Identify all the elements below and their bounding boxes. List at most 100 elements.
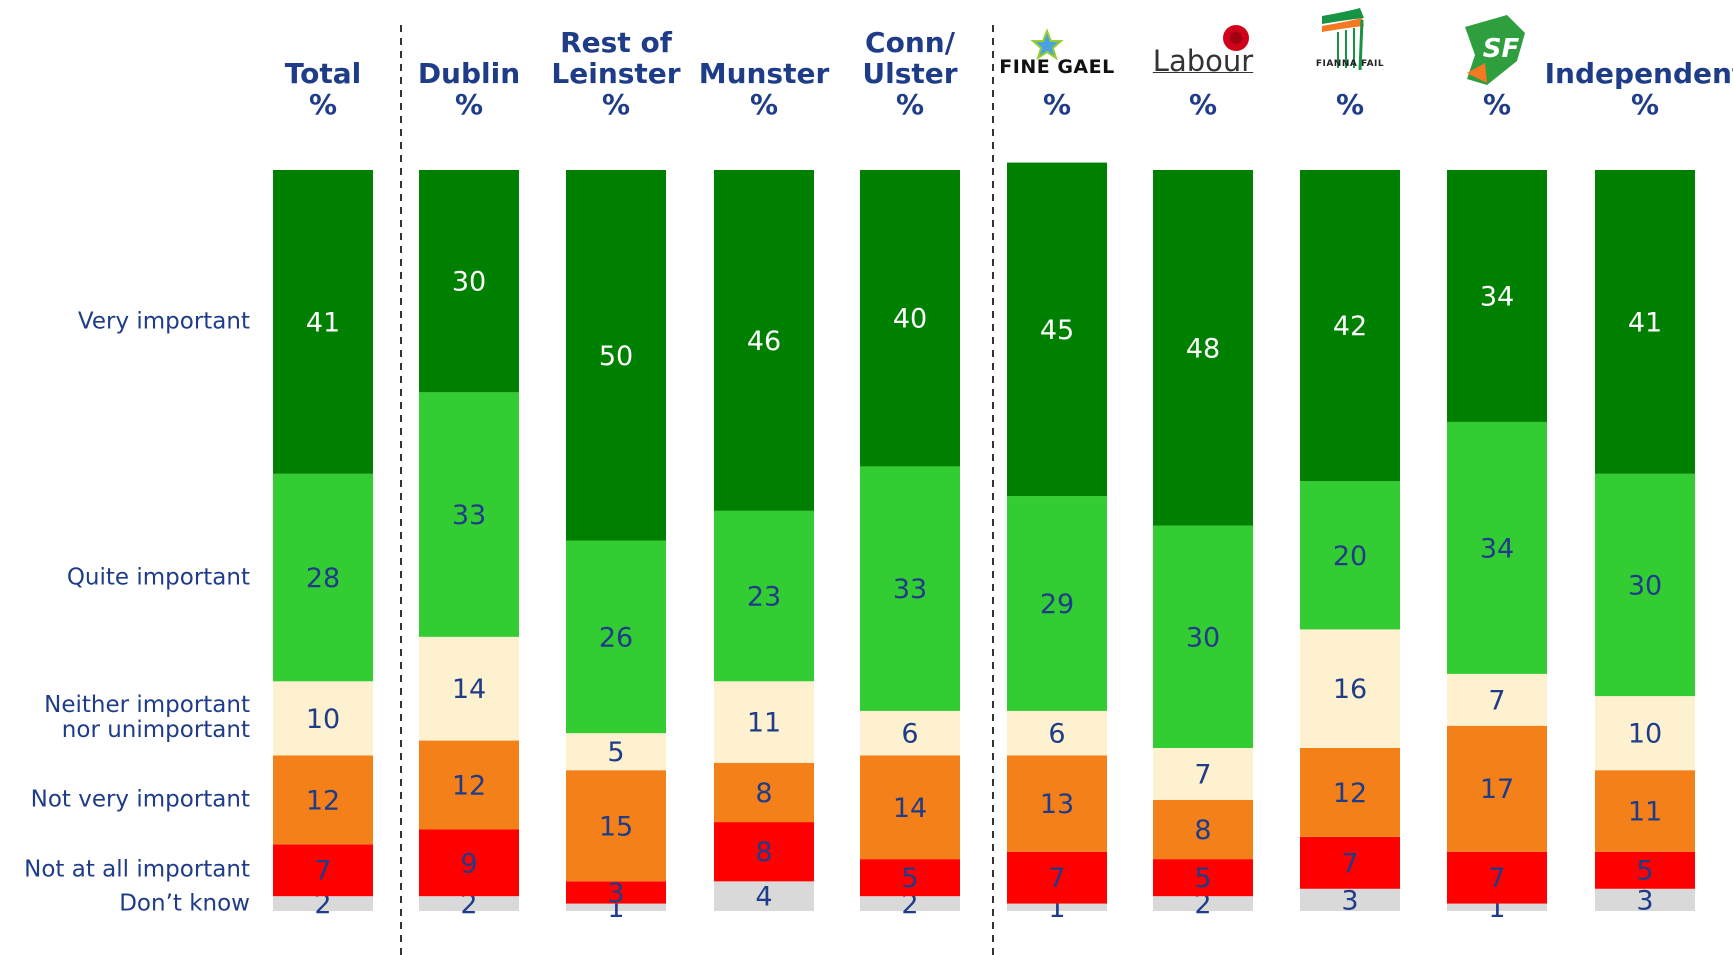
bar-segment <box>273 755 373 845</box>
bar-segment <box>1300 170 1400 482</box>
bar-segment <box>566 770 666 882</box>
data-label: 9 <box>460 848 477 879</box>
data-label: 46 <box>747 326 781 357</box>
category-label: Independent <box>1544 57 1733 90</box>
bar-segment <box>1007 162 1107 497</box>
bar-segment <box>860 859 960 897</box>
bar-segment <box>1447 903 1547 911</box>
bar-segment <box>1300 481 1400 630</box>
unit-label: % <box>1188 88 1218 121</box>
data-label: 15 <box>599 811 633 842</box>
bar-segment <box>1153 859 1253 897</box>
bar-segment <box>714 681 814 763</box>
bar-segment <box>1153 896 1253 911</box>
data-label: 30 <box>1628 570 1662 601</box>
data-label: 8 <box>1194 815 1211 846</box>
bar-segment <box>714 510 814 682</box>
data-label: 7 <box>1488 685 1505 716</box>
bar-segment <box>1153 525 1253 748</box>
bar-segment <box>273 844 373 897</box>
legend-label: Don’t know <box>119 890 250 917</box>
category-label: FIANNA FAIL <box>1315 59 1385 69</box>
unit-label: % <box>749 88 779 121</box>
data-label: 2 <box>314 889 331 920</box>
column-header: Independent% <box>1540 58 1733 120</box>
column-header: Rest of Leinster% <box>511 27 721 120</box>
bar-segment <box>1007 755 1107 852</box>
unit-label: % <box>601 88 631 121</box>
data-label: 45 <box>1040 315 1074 346</box>
bar-segment <box>566 540 666 734</box>
bar-segment <box>1007 496 1107 711</box>
bar-segment <box>1007 710 1107 756</box>
unit-label: % <box>308 88 338 121</box>
data-label: 13 <box>1040 789 1074 820</box>
column-header: FINE GAEL% <box>952 52 1162 120</box>
bar-segment <box>1447 170 1547 422</box>
data-label: 7 <box>1194 759 1211 790</box>
data-label: 5 <box>1636 856 1653 887</box>
data-label: 5 <box>1194 863 1211 894</box>
category-label: FINE GAEL <box>999 56 1115 78</box>
data-label: 2 <box>1194 889 1211 920</box>
data-label: 5 <box>607 737 624 768</box>
data-label: 40 <box>893 304 927 335</box>
bar-segment <box>419 896 519 911</box>
bar-segment <box>273 473 373 682</box>
bar-segment <box>1300 888 1400 911</box>
category-label: Munster <box>698 57 830 90</box>
unit-label: % <box>895 88 925 121</box>
data-label: 3 <box>1341 885 1358 916</box>
data-label: 11 <box>1628 796 1662 827</box>
data-label: 28 <box>306 563 340 594</box>
bar-segment <box>1447 725 1547 852</box>
data-label: 34 <box>1480 281 1514 312</box>
data-label: 6 <box>1048 719 1065 750</box>
data-label: 23 <box>747 582 781 613</box>
bar-segment <box>860 170 960 467</box>
data-label: 2 <box>901 889 918 920</box>
bar-segment <box>566 733 666 771</box>
bar-segment <box>1153 170 1253 526</box>
bar-segment <box>419 636 519 741</box>
fine-gael-logo <box>1030 28 1064 61</box>
bar-segment <box>1007 851 1107 904</box>
bar-segment <box>566 881 666 904</box>
data-label: 48 <box>1186 333 1220 364</box>
data-label: 10 <box>1628 719 1662 750</box>
data-label: 11 <box>747 708 781 739</box>
bar-segment <box>273 170 373 474</box>
bar-segment <box>566 903 666 911</box>
labour-logo <box>1223 25 1249 51</box>
unit-label: % <box>1630 88 1660 121</box>
data-label: 41 <box>1628 307 1662 338</box>
bar-segment <box>1595 696 1695 771</box>
data-label: 17 <box>1480 774 1514 805</box>
bar-segment <box>714 762 814 823</box>
data-label: 3 <box>607 878 624 909</box>
bar-segment <box>714 881 814 911</box>
data-label: 30 <box>452 267 486 298</box>
data-label: 26 <box>599 622 633 653</box>
legend-label: Quite important <box>66 564 250 591</box>
column-header: FIANNA FAIL% <box>1245 59 1455 120</box>
bar-segment <box>1447 421 1547 674</box>
legend-label: Not very important <box>30 786 250 813</box>
bar-segment <box>419 170 519 393</box>
data-label: 29 <box>1040 589 1074 620</box>
unit-label: % <box>1335 88 1365 121</box>
column-header: Dublin% <box>364 58 574 120</box>
category-label: Labour <box>1152 44 1254 78</box>
bar-segment <box>419 392 519 637</box>
bar-segment <box>1300 629 1400 748</box>
bar-segment <box>1007 903 1107 911</box>
data-label: 30 <box>1186 622 1220 653</box>
data-label: 14 <box>893 793 927 824</box>
data-label: 12 <box>452 771 486 802</box>
data-label: 41 <box>306 307 340 338</box>
category-label: SF <box>1482 34 1520 64</box>
sinn-fein-logo <box>1465 15 1525 85</box>
data-label: 8 <box>755 837 772 868</box>
data-label: 8 <box>755 778 772 809</box>
